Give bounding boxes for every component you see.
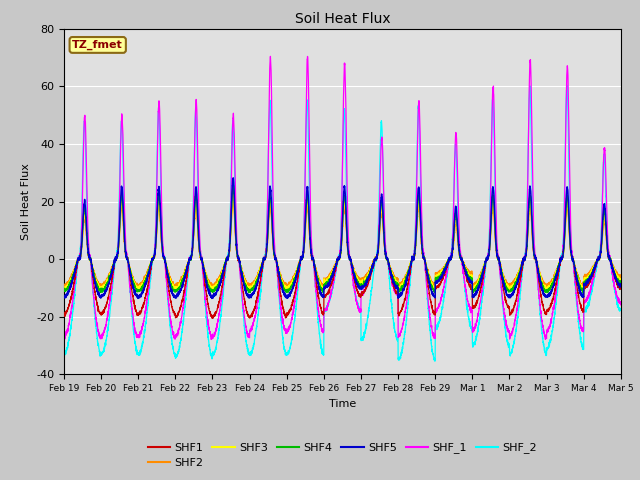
- Line: SHF_2: SHF_2: [64, 85, 621, 361]
- SHF3: [322, 279, 330, 285]
- SHF3: [229, 192, 237, 197]
- Legend: SHF1, SHF2, SHF3, SHF4, SHF5, SHF_1, SHF_2: SHF1, SHF2, SHF3, SHF4, SHF5, SHF_1, SHF…: [143, 438, 541, 472]
- SHF3: [616, 276, 624, 282]
- SHF4: [322, 280, 330, 286]
- Text: TZ_fmet: TZ_fmet: [72, 40, 123, 50]
- Line: SHF_1: SHF_1: [64, 56, 621, 339]
- SHF_1: [499, 299, 507, 305]
- SHF2: [229, 198, 237, 204]
- SHF_2: [616, 306, 624, 312]
- SHF_1: [266, 53, 274, 59]
- SHF_1: [617, 300, 625, 306]
- SHF1: [209, 315, 216, 321]
- X-axis label: Time: Time: [329, 399, 356, 408]
- SHF3: [499, 274, 507, 280]
- SHF_2: [617, 307, 625, 313]
- SHF5: [208, 296, 216, 301]
- SHF2: [436, 269, 444, 275]
- SHF4: [160, 256, 168, 262]
- Line: SHF4: SHF4: [64, 185, 621, 293]
- SHF2: [322, 276, 330, 282]
- SHF5: [468, 280, 476, 286]
- SHF5: [616, 283, 624, 289]
- SHF1: [616, 285, 624, 291]
- SHF_2: [499, 302, 507, 308]
- SHF5: [229, 175, 237, 181]
- SHF4: [499, 276, 507, 282]
- SHF_1: [60, 335, 68, 341]
- SHF_2: [160, 254, 168, 260]
- SHF2: [161, 256, 168, 262]
- SHF_1: [468, 308, 476, 314]
- SHF3: [282, 287, 290, 293]
- Title: Soil Heat Flux: Soil Heat Flux: [294, 12, 390, 26]
- SHF_2: [60, 353, 68, 359]
- SHF2: [98, 285, 106, 290]
- SHF4: [617, 280, 625, 286]
- SHF_2: [431, 359, 439, 364]
- Line: SHF1: SHF1: [64, 186, 621, 318]
- SHF3: [160, 254, 168, 260]
- SHF4: [467, 276, 475, 282]
- SHF5: [499, 278, 507, 284]
- SHF5: [60, 294, 68, 300]
- SHF_2: [322, 306, 330, 312]
- SHF1: [322, 293, 330, 299]
- SHF2: [499, 273, 507, 279]
- SHF_1: [322, 308, 330, 313]
- SHF3: [617, 278, 625, 284]
- Y-axis label: Soil Heat Flux: Soil Heat Flux: [20, 163, 31, 240]
- SHF4: [579, 290, 587, 296]
- SHF5: [617, 281, 625, 287]
- SHF1: [160, 254, 168, 260]
- SHF2: [616, 275, 624, 280]
- SHF2: [468, 272, 476, 277]
- SHF_2: [563, 83, 571, 88]
- Line: SHF3: SHF3: [64, 194, 621, 290]
- SHF_1: [436, 299, 444, 305]
- SHF_2: [436, 313, 444, 319]
- SHF2: [60, 282, 68, 288]
- Line: SHF2: SHF2: [64, 201, 621, 288]
- SHF_1: [616, 301, 624, 307]
- SHF4: [229, 182, 237, 188]
- SHF5: [160, 254, 168, 260]
- SHF3: [60, 286, 68, 291]
- SHF_2: [467, 324, 475, 330]
- SHF4: [60, 285, 68, 291]
- SHF1: [499, 285, 507, 290]
- SHF_1: [207, 336, 215, 342]
- SHF2: [617, 274, 625, 279]
- SHF5: [436, 274, 444, 279]
- SHF5: [322, 283, 330, 289]
- Line: SHF5: SHF5: [64, 178, 621, 299]
- SHF1: [229, 183, 237, 189]
- SHF3: [436, 269, 444, 275]
- SHF4: [616, 279, 624, 285]
- SHF_1: [160, 255, 168, 261]
- SHF1: [468, 285, 476, 290]
- SHF1: [436, 281, 444, 287]
- SHF1: [60, 311, 68, 316]
- SHF3: [468, 274, 476, 279]
- SHF1: [617, 286, 625, 292]
- SHF4: [436, 273, 444, 279]
